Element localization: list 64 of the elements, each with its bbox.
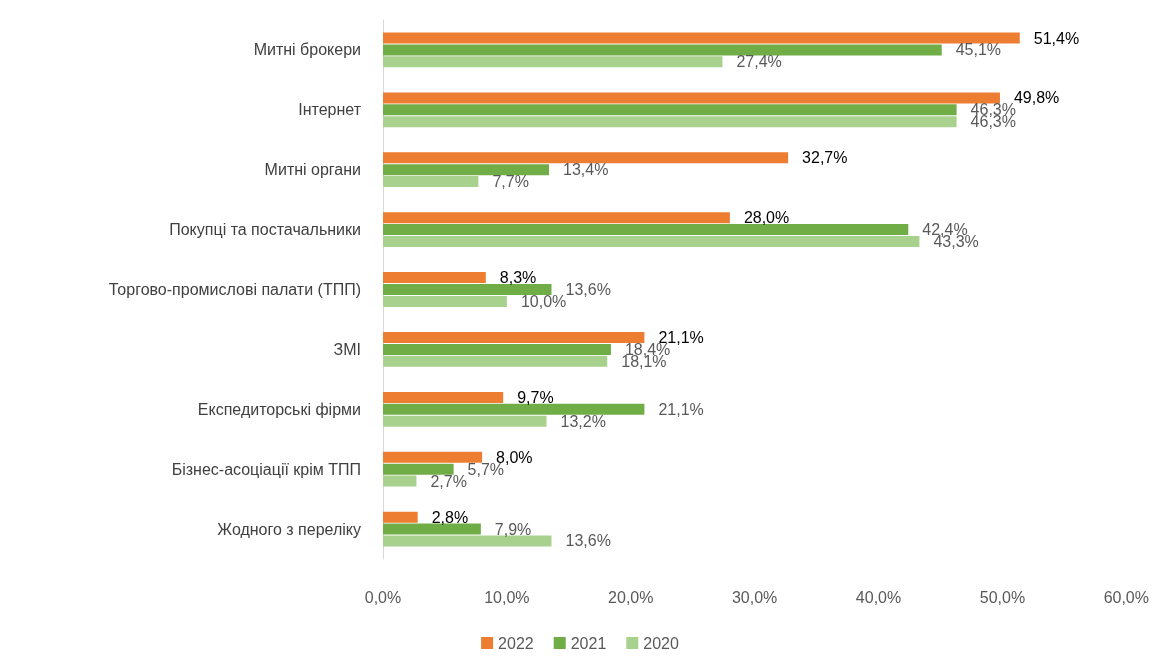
bar xyxy=(383,235,920,247)
bar xyxy=(383,403,645,415)
x-tick-label: 60,0% xyxy=(1103,588,1149,606)
data-label: 8,3% xyxy=(499,269,537,287)
data-label: 45,1% xyxy=(955,41,1002,59)
bar xyxy=(383,92,1000,104)
bar xyxy=(383,176,479,188)
bar xyxy=(383,32,1020,44)
bar xyxy=(383,332,645,344)
data-label: 27,4% xyxy=(736,53,782,71)
x-tick-label: 10,0% xyxy=(484,588,530,606)
x-tick-label: 0,0% xyxy=(364,588,402,606)
bar xyxy=(383,56,723,68)
y-tick-label: Жодного з переліку xyxy=(217,520,361,538)
data-label: 13,4% xyxy=(563,161,609,179)
data-label: 2,8% xyxy=(431,508,469,526)
data-label: 21,1% xyxy=(658,400,704,418)
data-label: 10,0% xyxy=(520,292,567,310)
y-tick-label: Покупці та постачальники xyxy=(169,221,361,239)
x-tick-label: 50,0% xyxy=(979,588,1026,606)
y-tick-label: Експедиторські фірми xyxy=(197,400,361,418)
legend-label: 2022 xyxy=(498,634,534,652)
y-tick-label: ЗМІ xyxy=(333,340,361,358)
bar xyxy=(383,104,957,116)
bar xyxy=(383,511,418,523)
data-label: 13,6% xyxy=(565,281,611,298)
data-label: 9,7% xyxy=(517,388,554,406)
bar xyxy=(383,463,454,475)
y-tick-label: Митні брокери xyxy=(253,41,361,59)
bar xyxy=(383,224,909,236)
data-label: 7,9% xyxy=(494,520,532,538)
bar xyxy=(383,116,957,128)
data-label: 51,4% xyxy=(1033,29,1080,47)
bar xyxy=(383,535,552,547)
bar xyxy=(383,284,552,295)
y-tick-label: Торгово-промислові палати (ТПП) xyxy=(108,281,361,298)
bar xyxy=(383,475,417,487)
bar xyxy=(383,164,550,176)
data-label: 49,8% xyxy=(1013,89,1060,107)
bar xyxy=(383,295,507,307)
bar xyxy=(383,343,611,355)
legend-label: 2020 xyxy=(643,634,679,652)
bar xyxy=(383,152,789,164)
data-label: 7,7% xyxy=(492,173,529,191)
data-label: 13,2% xyxy=(560,412,606,430)
y-tick-label: Митні органи xyxy=(264,161,361,179)
x-tick-label: 40,0% xyxy=(855,588,902,606)
x-tick-label: 20,0% xyxy=(608,588,654,606)
data-label: 2,7% xyxy=(430,472,467,490)
data-label: 32,7% xyxy=(802,149,848,167)
data-label: 28,0% xyxy=(743,209,790,227)
x-tick-label: 30,0% xyxy=(731,588,778,606)
bar xyxy=(383,212,730,224)
legend-label: 2021 xyxy=(570,634,607,652)
bar xyxy=(383,355,608,367)
bar xyxy=(383,44,942,56)
y-tick-label: Бізнес-асоціації крім ТПП xyxy=(171,460,361,478)
bar xyxy=(383,391,504,403)
bar xyxy=(383,415,547,427)
bar xyxy=(383,272,486,284)
data-label: 13,6% xyxy=(565,532,611,550)
bar xyxy=(383,451,483,463)
y-tick-label: Інтернет xyxy=(298,101,362,119)
bar xyxy=(383,523,481,535)
